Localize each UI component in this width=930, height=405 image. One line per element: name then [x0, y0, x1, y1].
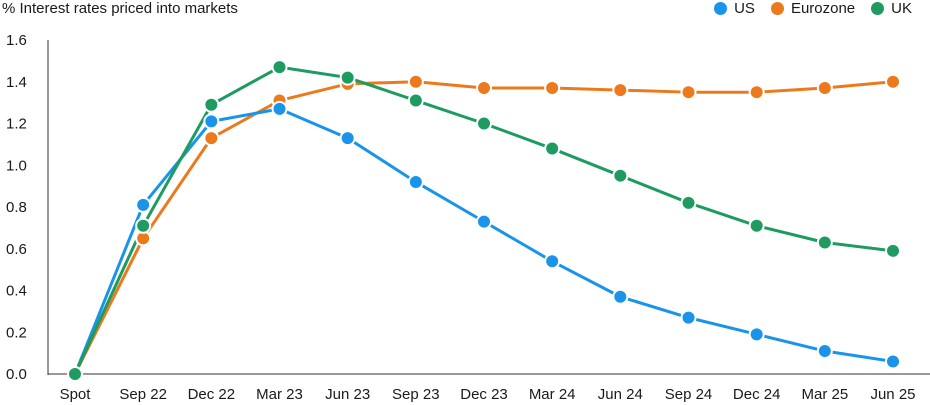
- y-tick-label: 1.2: [6, 116, 27, 133]
- data-point-uk: [271, 59, 288, 76]
- legend-swatch-uk: [871, 2, 885, 15]
- x-tick-label: Mar 23: [256, 386, 303, 403]
- legend-item-eurozone: Eurozone: [770, 0, 856, 17]
- data-point-uk: [748, 217, 765, 234]
- x-tick-label: Jun 23: [325, 386, 370, 403]
- data-point-uk: [67, 366, 83, 382]
- legend-label-eurozone: Eurozone: [790, 0, 856, 17]
- data-point-eurozone: [407, 73, 424, 90]
- x-tick-label: Dec 24: [733, 386, 781, 403]
- data-point-uk: [476, 115, 492, 132]
- x-tick-label: Mar 25: [801, 386, 848, 403]
- legend-label-us: US: [734, 0, 755, 17]
- x-tick-label: Sep 23: [392, 386, 440, 403]
- legend-item-us: US: [714, 0, 755, 17]
- chart-title: % Interest rates priced into markets: [2, 0, 238, 17]
- x-tick-label: Mar 24: [529, 386, 576, 403]
- chart-legend: US Eurozone UK: [714, 0, 912, 17]
- data-point-eurozone: [612, 82, 629, 99]
- y-tick-label: 0.0: [6, 366, 27, 383]
- data-point-eurozone: [544, 80, 561, 97]
- data-point-us: [612, 288, 629, 305]
- y-tick-label: 0.2: [6, 324, 27, 341]
- data-point-uk: [544, 140, 561, 157]
- data-point-eurozone: [680, 84, 697, 101]
- data-point-uk: [135, 217, 152, 234]
- data-point-us: [135, 196, 152, 213]
- data-point-us: [748, 326, 765, 343]
- data-point-eurozone: [748, 84, 765, 101]
- legend-swatch-us: [714, 2, 728, 15]
- x-tick-label: Jun 25: [870, 386, 915, 403]
- data-point-eurozone: [476, 80, 492, 97]
- data-point-uk: [612, 167, 629, 184]
- data-point-us: [203, 113, 220, 130]
- y-tick-label: 0.6: [6, 241, 27, 258]
- data-point-eurozone: [885, 73, 901, 90]
- y-tick-label: 0.8: [6, 199, 27, 216]
- y-tick-label: 1.6: [6, 32, 27, 49]
- data-point-us: [476, 213, 492, 230]
- legend-swatch-eurozone: [770, 2, 784, 15]
- legend-label-uk: UK: [891, 0, 912, 17]
- x-tick-label: Dec 23: [460, 386, 508, 403]
- x-tick-label: Spot: [60, 386, 92, 403]
- series-line-us: [73, 107, 895, 376]
- data-point-uk: [407, 92, 424, 109]
- data-point-uk: [816, 234, 833, 251]
- data-point-us: [544, 253, 561, 270]
- data-point-uk: [680, 194, 697, 211]
- y-tick-label: 1.0: [6, 157, 27, 174]
- data-point-us: [885, 353, 901, 370]
- data-point-eurozone: [203, 130, 220, 147]
- x-tick-label: Sep 22: [119, 386, 167, 403]
- data-point-us: [816, 343, 833, 360]
- data-point-us: [680, 309, 697, 326]
- data-point-uk: [339, 69, 356, 86]
- y-tick-label: 1.4: [6, 74, 27, 91]
- y-tick-label: 0.4: [6, 283, 27, 300]
- legend-item-uk: UK: [871, 0, 912, 17]
- x-tick-label: Sep 24: [665, 386, 713, 403]
- x-tick-label: Jun 24: [598, 386, 643, 403]
- x-tick-label: Dec 22: [188, 386, 236, 403]
- data-point-uk: [203, 96, 220, 113]
- data-point-us: [271, 100, 288, 117]
- data-point-uk: [885, 242, 901, 259]
- data-point-us: [339, 130, 356, 147]
- data-point-us: [407, 173, 424, 190]
- data-point-eurozone: [816, 80, 833, 97]
